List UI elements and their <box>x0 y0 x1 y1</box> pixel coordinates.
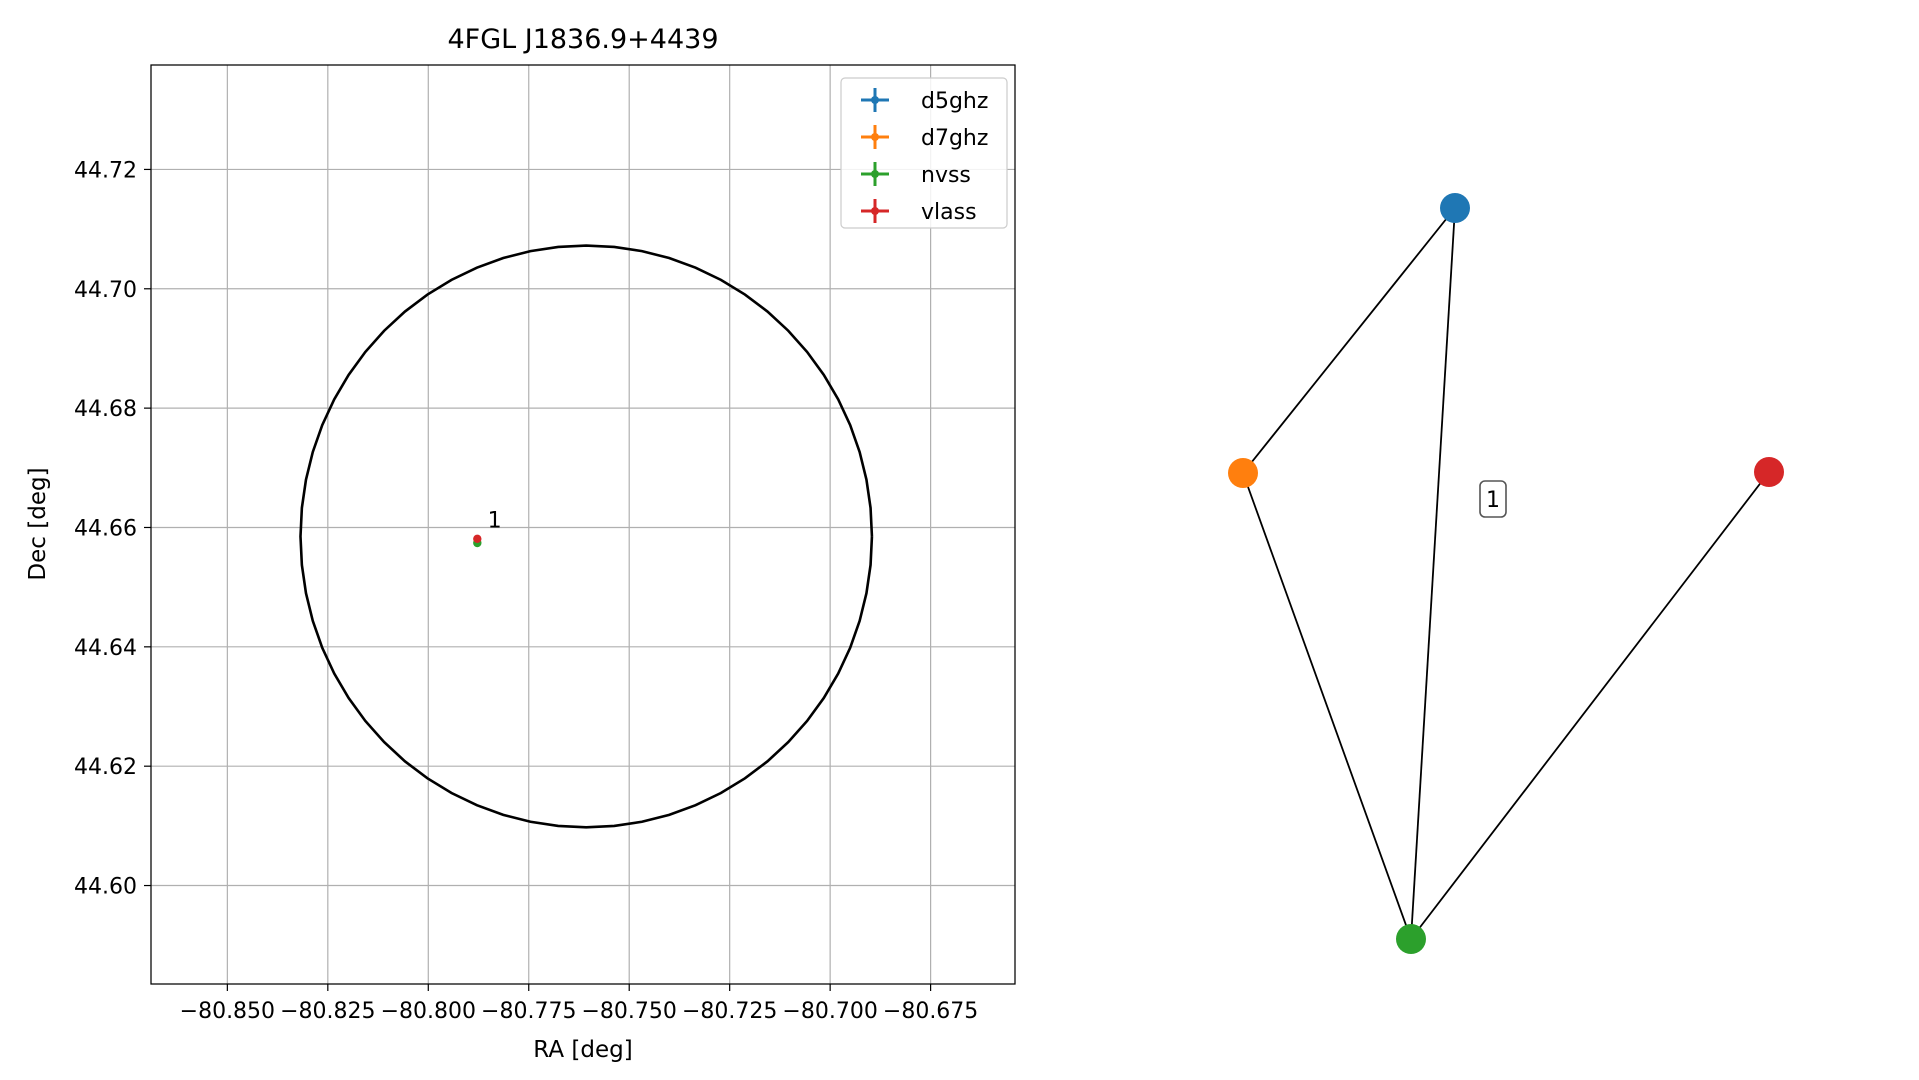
node-d5ghz <box>1440 193 1470 223</box>
y-tick-label: 44.60 <box>74 875 137 900</box>
legend-marker-dot <box>871 170 879 178</box>
y-tick-label: 44.72 <box>74 158 137 183</box>
y-axis-label: Dec [deg] <box>25 467 51 580</box>
edge-d7ghz-nvss <box>1242 472 1412 940</box>
network-panel: 1 <box>1228 193 1784 954</box>
edge-d5ghz-nvss <box>1410 207 1456 940</box>
node-d7ghz <box>1228 458 1258 488</box>
ticks: −80.850 −80.825 −80.800 −80.775 −80.750 −80.7… <box>74 158 978 1024</box>
x-tick-label: −80.850 <box>180 999 275 1024</box>
x-tick-label: −80.750 <box>582 999 677 1024</box>
edges-layer <box>1242 207 1770 940</box>
node-vlass <box>1754 457 1784 487</box>
chart-title: 4FGL J1836.9+4439 <box>447 24 718 55</box>
x-tick-label: −80.700 <box>782 999 877 1024</box>
x-tick-label: −80.775 <box>481 999 576 1024</box>
y-tick-label: 44.68 <box>74 397 137 422</box>
scatter-panel: 1 −80.850 −80.825 −80.800 −80.775 −80.750 −80… <box>25 24 1016 1063</box>
error-ellipse <box>299 244 874 829</box>
x-tick-label: −80.825 <box>280 999 375 1024</box>
points-layer: 1 <box>473 508 502 548</box>
grid <box>151 65 1015 984</box>
axes-frame <box>150 64 1016 985</box>
x-tick-label: −80.800 <box>381 999 476 1024</box>
y-tick-label: 44.70 <box>74 278 137 303</box>
network-labels: 1 <box>1479 480 1507 518</box>
x-tick-label: −80.725 <box>682 999 777 1024</box>
legend-label-nvss: nvss <box>921 163 971 188</box>
legend-box <box>840 77 1008 229</box>
legend-marker-dot <box>871 133 879 141</box>
y-tick-label: 44.66 <box>74 516 137 541</box>
cluster-label: 1 <box>1486 488 1500 513</box>
edge-d5ghz-d7ghz <box>1242 207 1456 474</box>
y-tick-label: 44.62 <box>74 755 137 780</box>
point-annotation: 1 <box>488 508 502 533</box>
legend: d5ghz d7ghz nvss vlass <box>840 77 1008 229</box>
legend-label-d5ghz: d5ghz <box>921 89 988 114</box>
y-tick-label: 44.64 <box>74 636 137 661</box>
legend-label-d7ghz: d7ghz <box>921 126 988 151</box>
legend-marker-dot <box>871 207 879 215</box>
x-axis-label: RA [deg] <box>533 1037 632 1063</box>
data-point-vlass <box>473 534 482 544</box>
cluster-label-box <box>1479 480 1507 518</box>
legend-label-vlass: vlass <box>921 200 977 225</box>
x-tick-label: −80.675 <box>883 999 978 1024</box>
nodes-layer <box>1228 193 1784 954</box>
legend-marker-dot <box>871 96 879 104</box>
edge-nvss-vlass <box>1410 471 1770 940</box>
ellipse-layer <box>299 244 874 829</box>
node-nvss <box>1396 924 1426 954</box>
